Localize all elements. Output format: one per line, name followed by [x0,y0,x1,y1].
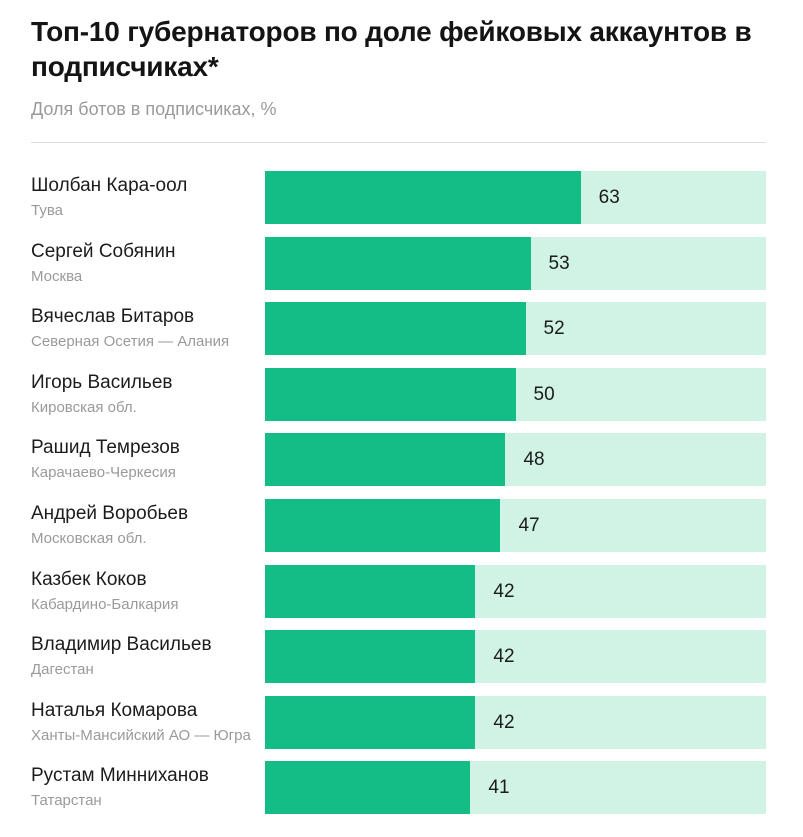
bar [265,433,506,487]
bar-row: Игорь Васильев Кировская обл. 50 [0,367,803,434]
bar-track: 42 [265,564,766,618]
region-label: Дагестан [31,661,94,679]
bar-track: 50 [265,367,766,421]
value-label: 42 [493,646,515,668]
value-label: 48 [523,449,545,471]
region-label: Ханты-Мансийский АО — Югра [31,726,251,744]
bar-row: Рустам Минниханов Татарстан 41 [0,761,803,827]
bar-row: Андрей Воробьев Московская обл. 47 [0,498,803,565]
region-label: Карачаево-Черкесия [31,464,176,482]
bar-track: 48 [265,433,766,487]
bar-row: Шолбан Кара-оол Тува 63 [0,171,803,237]
value-label: 52 [543,318,565,340]
governor-name: Шолбан Кара-оол [31,175,188,196]
bar-row: Рашид Темрезов Карачаево-Черкесия 48 [0,433,803,499]
governor-name: Игорь Васильев [31,371,173,393]
divider [31,142,766,143]
bar [265,236,531,290]
value-label: 53 [548,252,570,274]
bar-row: Владимир Васильев Дагестан 42 [0,630,803,696]
bar-row: Вячеслав Битаров Северная Осетия — Алания… [0,302,803,368]
bar [265,630,476,684]
bar [265,761,471,815]
bar [265,171,581,224]
value-label: 50 [533,383,555,405]
value-label: 42 [493,711,515,733]
bar-track: 47 [265,498,766,552]
region-label: Тува [31,202,63,219]
bar [265,367,516,421]
region-label: Московская обл. [31,529,147,547]
value-label: 63 [598,187,620,208]
bar-track: 42 [265,630,766,684]
value-label: 47 [518,514,540,536]
governor-name: Казбек Коков [31,568,147,590]
bar-track: 42 [265,695,766,749]
governor-name: Вячеслав Битаров [31,306,195,328]
governor-name: Наталья Комарова [31,699,198,721]
bar-track: 53 [265,236,766,290]
region-label: Татарстан [31,792,102,810]
bar-track: 41 [265,761,766,815]
bar [265,302,526,356]
value-label: 42 [493,580,515,602]
governor-name: Сергей Собянин [31,240,176,262]
chart-subtitle: Доля ботов в подписчиках, % [31,99,277,119]
governor-name: Андрей Воробьев [31,502,189,524]
bar-track: 52 [265,302,766,356]
value-label: 41 [488,777,510,799]
bar [265,564,476,618]
region-label: Кабардино-Балкария [31,595,179,613]
bar-chart: Шолбан Кара-оол Тува 63 Сергей Собянин Москв… [0,171,803,827]
region-label: Северная Осетия — Алания [31,333,230,351]
region-label: Кировская обл. [31,398,137,416]
bar-row: Казбек Коков Кабардино-Балкария 42 [0,564,803,631]
governor-name: Владимир Васильев [31,634,212,656]
governor-name: Рашид Темрезов [31,437,180,459]
bar [265,498,501,552]
bar-row: Сергей Собянин Москва 53 [0,236,803,303]
chart-title: Топ-10 губернаторов по доле фейковых акк… [31,16,752,82]
bar [265,695,476,749]
bar-row: Наталья Комарова Ханты-Мансийский АО — Юг… [0,695,803,762]
region-label: Москва [31,267,83,285]
governor-name: Рустам Минниханов [31,765,209,787]
bar-track: 63 [265,171,766,224]
